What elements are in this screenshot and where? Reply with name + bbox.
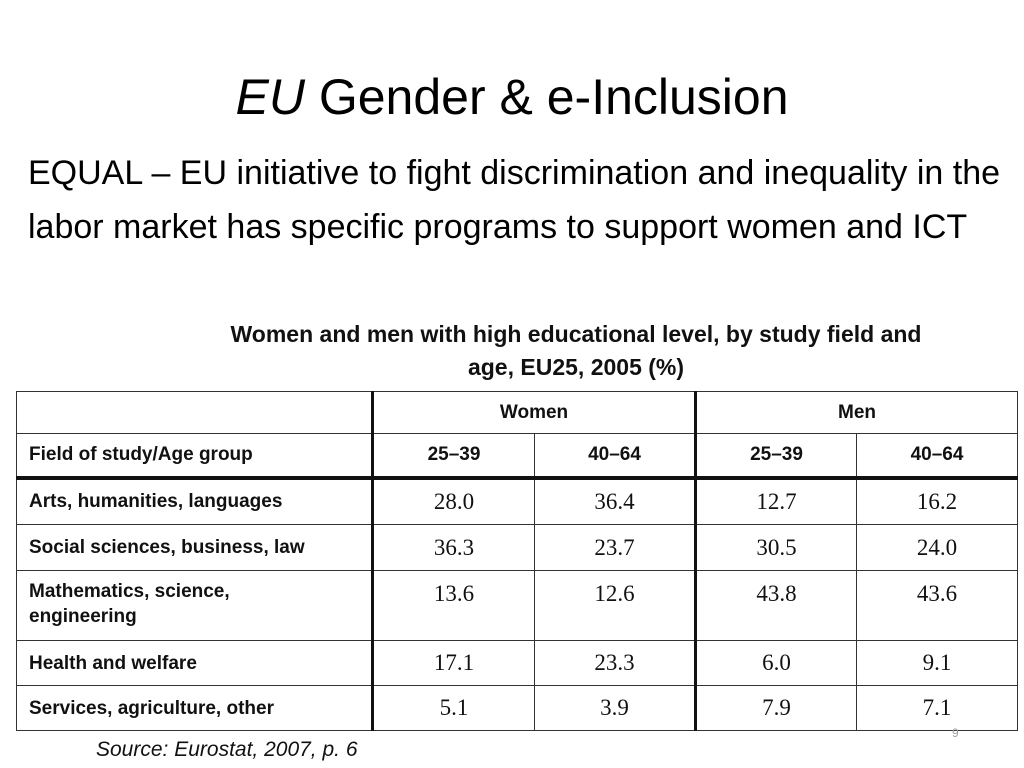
row-header-label: Field of study/Age group	[16, 433, 374, 480]
value-cell: 5.1	[372, 685, 535, 731]
field-label: Mathematics, science, engineering	[16, 570, 374, 641]
table-row: Social sciences, business, law 36.3 23.7…	[16, 524, 1019, 571]
table-row: Services, agriculture, other 5.1 3.9 7.9…	[16, 685, 1019, 731]
age-header-women-25-39: 25–39	[372, 433, 535, 480]
value-cell: 43.8	[695, 570, 858, 641]
slide-body-text: EQUAL – EU initiative to fight discrimin…	[28, 154, 1001, 246]
value-cell: 23.7	[533, 524, 698, 571]
table-caption: Women and men with high educational leve…	[160, 318, 992, 384]
field-label: Health and welfare	[16, 640, 374, 686]
value-cell: 30.5	[695, 524, 858, 571]
field-label-line-1: Mathematics, science,	[29, 581, 230, 602]
table-row: Mathematics, science, engineering 13.6 1…	[16, 570, 1019, 641]
value-cell: 16.2	[856, 477, 1019, 525]
header-corner-cell	[16, 391, 374, 434]
field-label: Services, agriculture, other	[16, 685, 374, 731]
value-cell: 6.0	[695, 640, 858, 686]
table-caption-line-2: age, EU25, 2005 (%)	[467, 354, 685, 380]
field-label-line-2: engineering	[29, 606, 137, 627]
page-number: 9	[952, 726, 959, 740]
table-row: Arts, humanities, languages 28.0 36.4 12…	[16, 477, 1019, 525]
value-cell: 7.9	[695, 685, 858, 731]
value-cell: 12.7	[695, 477, 858, 525]
value-cell: 24.0	[856, 524, 1019, 571]
age-header-men-40-64: 40–64	[856, 433, 1019, 480]
value-cell: 36.3	[372, 524, 535, 571]
table-caption-line-1: Women and men with high educational leve…	[230, 321, 922, 347]
value-cell: 13.6	[372, 570, 535, 641]
value-cell: 3.9	[533, 685, 698, 731]
value-cell: 12.6	[533, 570, 698, 641]
slide-title-text: Gender & e-Inclusion	[304, 69, 789, 125]
value-cell: 36.4	[533, 477, 698, 525]
slide-title: EU Gender & e-Inclusion	[0, 62, 1024, 132]
value-cell: 7.1	[856, 685, 1019, 731]
group-header-men: Men	[695, 391, 1019, 434]
table-source-note: Source: Eurostat, 2007, p. 6	[96, 738, 358, 761]
field-label: Arts, humanities, languages	[16, 477, 374, 525]
slide-title-emphasis: EU	[235, 69, 305, 125]
value-cell: 23.3	[533, 640, 698, 686]
group-header-row: Women Men	[16, 391, 1019, 434]
age-header-row: Field of study/Age group 25–39 40–64 25–…	[16, 433, 1019, 480]
table-row: Health and welfare 17.1 23.3 6.0 9.1	[16, 640, 1019, 686]
value-cell: 17.1	[372, 640, 535, 686]
value-cell: 9.1	[856, 640, 1019, 686]
education-table: Women Men Field of study/Age group 25–39…	[16, 391, 1019, 731]
age-header-women-40-64: 40–64	[533, 433, 698, 480]
field-label: Social sciences, business, law	[16, 524, 374, 571]
group-header-women: Women	[371, 391, 698, 434]
value-cell: 28.0	[372, 477, 535, 525]
age-header-men-25-39: 25–39	[695, 433, 858, 480]
value-cell: 43.6	[856, 570, 1019, 641]
